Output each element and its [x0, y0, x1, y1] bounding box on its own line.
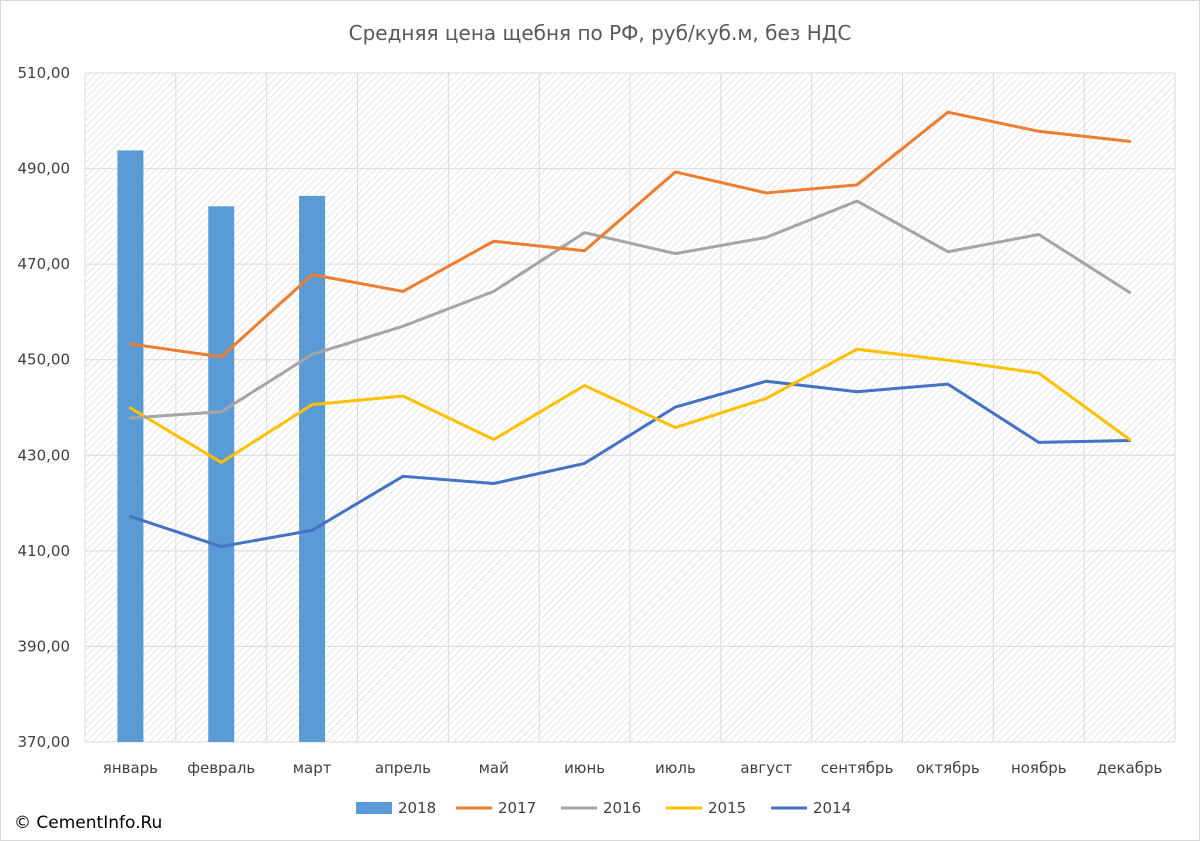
point-2016 [401, 325, 405, 328]
line-2015 [128, 347, 1132, 464]
point-2017 [492, 240, 495, 243]
legend-label-2015: 2015 [708, 799, 746, 817]
x-tick-label: октябрь [916, 759, 980, 777]
y-tick-label: 390,00 [18, 637, 71, 655]
point-2016 [492, 290, 495, 293]
point-2017 [220, 355, 223, 359]
y-tick-label: 430,00 [18, 446, 71, 464]
x-tick-label: июнь [564, 759, 605, 777]
point-2017 [310, 273, 314, 276]
point-2017 [855, 183, 859, 187]
point-2017 [1128, 140, 1131, 143]
legend-swatch-2018 [356, 802, 392, 814]
x-tick-label: январь [103, 759, 158, 777]
legend-label-2018: 2018 [398, 799, 436, 817]
x-tick-label: февраль [187, 759, 255, 777]
legend-label-2017: 2017 [498, 799, 536, 817]
point-2015 [220, 461, 223, 464]
point-2015 [946, 358, 950, 362]
point-2016 [129, 416, 132, 420]
bar-2018 [299, 195, 326, 743]
x-tick-label: ноябрь [1011, 759, 1067, 777]
point-2016 [220, 410, 223, 414]
point-2014 [946, 382, 950, 386]
x-tick-label: апрель [375, 759, 431, 777]
y-tick-label: 510,00 [18, 64, 71, 82]
point-2017 [765, 191, 768, 195]
point-2014 [583, 462, 586, 465]
point-2015 [310, 403, 314, 406]
point-2016 [946, 250, 950, 253]
point-2014 [129, 515, 132, 518]
point-2016 [1128, 291, 1131, 294]
point-2016 [310, 353, 314, 356]
point-2015 [765, 397, 768, 400]
point-2016 [674, 252, 677, 255]
point-2017 [674, 170, 677, 174]
x-tick-label: июль [655, 759, 696, 777]
point-2014 [401, 475, 405, 478]
point-2016 [1037, 233, 1040, 236]
point-2015 [1128, 438, 1131, 441]
legend-label-2016: 2016 [603, 799, 641, 817]
point-2016 [583, 231, 586, 234]
point-2014 [310, 529, 314, 532]
copyright-text: © CementInfo.Ru [14, 813, 163, 833]
point-2014 [765, 380, 768, 383]
x-tick-label: август [740, 759, 792, 777]
line-2014 [128, 379, 1132, 549]
point-2015 [674, 426, 677, 429]
y-tick-label: 470,00 [18, 255, 71, 273]
point-2014 [492, 482, 495, 485]
x-tick-label: март [293, 759, 332, 777]
line-2017 [128, 110, 1132, 359]
point-2014 [220, 545, 223, 548]
point-2015 [583, 384, 586, 387]
point-2017 [129, 342, 132, 346]
point-2014 [1037, 441, 1040, 444]
x-tick-label: май [479, 759, 509, 777]
point-2017 [1037, 130, 1040, 133]
bar-2018 [117, 150, 144, 743]
line-2016 [128, 199, 1132, 420]
point-2017 [401, 290, 405, 293]
point-2016 [855, 199, 859, 203]
point-2015 [855, 348, 859, 351]
y-tick-label: 490,00 [18, 160, 71, 178]
y-tick-label: 410,00 [18, 542, 71, 560]
point-2016 [765, 236, 768, 239]
chart-title: Средняя цена щебня по РФ, руб/куб.м, без… [349, 21, 852, 45]
y-tick-label: 450,00 [18, 351, 71, 369]
point-2015 [401, 394, 405, 398]
x-tick-label: сентябрь [821, 759, 894, 777]
point-2014 [674, 405, 677, 409]
point-2017 [946, 110, 950, 114]
x-tick-label: декабрь [1097, 759, 1162, 777]
legend: 2018 2017 2016 2015 2014 [356, 799, 851, 817]
bar-2018 [208, 206, 235, 742]
point-2015 [492, 438, 495, 441]
point-2017 [583, 249, 586, 252]
point-2015 [1037, 371, 1040, 375]
legend-label-2014: 2014 [813, 799, 851, 817]
y-tick-label: 370,00 [18, 733, 71, 751]
point-2015 [129, 406, 132, 410]
point-2014 [855, 390, 859, 393]
